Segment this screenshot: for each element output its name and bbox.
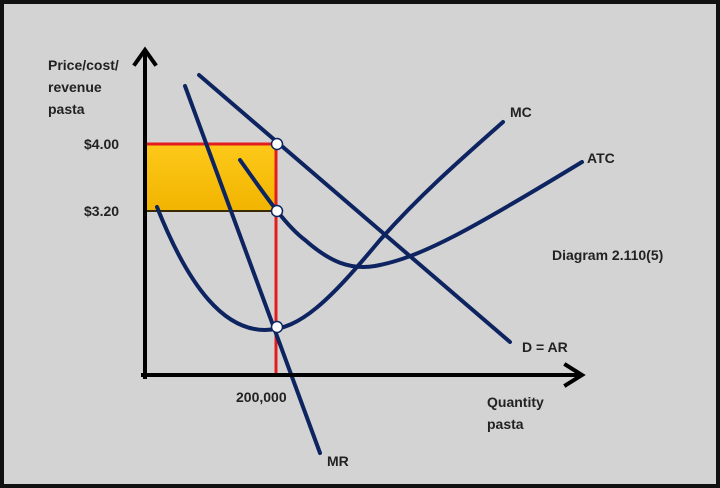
y-axis-label-3: pasta: [48, 101, 85, 117]
x-tick-200000: 200,000: [236, 389, 287, 405]
point-price-demand: [270, 137, 284, 151]
y-tick-3-20: $3.20: [84, 203, 119, 219]
mc-label: MC: [510, 104, 532, 120]
point-mc-mr: [270, 320, 284, 334]
atc-curve: [238, 158, 584, 269]
y-tick-4-00: $4.00: [84, 136, 119, 152]
x-axis-label-1: Quantity: [487, 394, 544, 410]
mc-curve: [155, 120, 505, 333]
y-axis-label-1: Price/cost/: [48, 57, 119, 73]
axes: [132, 46, 586, 388]
x-axis-label-2: pasta: [487, 416, 524, 432]
mr-label: MR: [327, 453, 349, 469]
mr-curve: [183, 84, 322, 455]
diagram-id-label: Diagram 2.110(5): [552, 247, 663, 263]
atc-label: ATC: [587, 150, 615, 166]
demand-label: D = AR: [522, 339, 568, 355]
y-axis-label-2: revenue: [48, 79, 102, 95]
demand-curve: [197, 73, 512, 344]
point-atc: [270, 204, 284, 218]
